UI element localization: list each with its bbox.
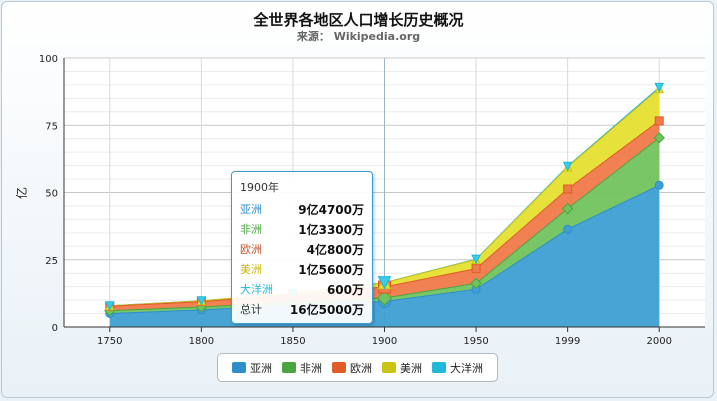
tooltip-series-value: 600万 xyxy=(326,283,364,297)
legend-swatch xyxy=(332,362,346,373)
marker-欧洲[interactable] xyxy=(471,264,481,274)
tooltip-series-value: 9亿4700万 xyxy=(298,203,364,217)
tooltip-row: 非洲 1亿3300万 xyxy=(240,220,364,240)
area-欧洲[interactable] xyxy=(109,120,660,311)
legend-item-非洲[interactable]: 非洲 xyxy=(282,360,322,376)
legend-swatch xyxy=(282,362,296,373)
legend-label: 欧洲 xyxy=(350,361,372,375)
tooltip-series-value: 1亿3300万 xyxy=(298,223,364,237)
legend-item-亚洲[interactable]: 亚洲 xyxy=(232,360,272,376)
marker-非洲[interactable] xyxy=(653,132,665,144)
chart-legend[interactable]: 亚洲 非洲 欧洲 美洲 大洋洲 xyxy=(217,353,498,382)
tooltip-total-label: 总计 xyxy=(240,303,262,316)
tooltip-row: 亚洲 9亿4700万 xyxy=(240,200,364,220)
x-tick-label: 2000 xyxy=(646,336,671,347)
marker-非洲[interactable] xyxy=(561,202,574,215)
marker-大洋洲[interactable] xyxy=(471,254,481,265)
legend-swatch xyxy=(382,362,396,373)
marker-非洲[interactable] xyxy=(470,277,482,290)
chart-subtitle: 来源： Wikipedia.org xyxy=(296,30,421,43)
area-美洲[interactable] xyxy=(109,88,660,307)
tooltip-series-name: 亚洲 xyxy=(240,203,262,216)
legend-swatch xyxy=(232,362,246,373)
tooltip-row: 美洲 1亿5600万 xyxy=(240,260,364,280)
tooltip-header: 1900年 xyxy=(240,181,279,194)
marker-欧洲[interactable] xyxy=(563,184,573,194)
marker-大洋洲[interactable] xyxy=(104,301,115,311)
hover-tooltip: 1900年 亚洲 9亿4700万非洲 1亿3300万欧洲 4亿800万美洲 1亿5600… xyxy=(231,171,373,324)
legend-label: 非洲 xyxy=(300,361,322,375)
legend-label: 美洲 xyxy=(400,361,422,375)
marker-亚洲[interactable] xyxy=(654,180,664,190)
y-tick-label: 0 xyxy=(52,323,58,334)
x-tick-label: 1800 xyxy=(189,336,214,347)
area-非洲[interactable] xyxy=(109,137,660,314)
x-tick-label: 1750 xyxy=(97,336,122,347)
marker-大洋洲[interactable] xyxy=(377,276,392,290)
x-tick-label: 1999 xyxy=(555,336,580,347)
y-axis-label: 亿 xyxy=(14,187,29,199)
legend-swatch xyxy=(432,362,446,373)
data-point-markers[interactable] xyxy=(104,82,665,318)
y-tick-label: 50 xyxy=(45,189,58,200)
marker-大洋洲[interactable] xyxy=(654,82,665,93)
legend-label: 亚洲 xyxy=(250,361,272,375)
y-tick-label: 25 xyxy=(45,256,58,267)
marker-大洋洲[interactable] xyxy=(196,296,207,306)
legend-item-大洋洲[interactable]: 大洋洲 xyxy=(432,360,483,376)
tooltip-series-name: 非洲 xyxy=(240,223,262,236)
tooltip-total-value: 16亿5000万 xyxy=(289,303,364,317)
tooltip-row: 欧洲 4亿800万 xyxy=(240,240,364,260)
tooltip-series-name: 大洋洲 xyxy=(240,283,273,296)
tooltip-series-name: 欧洲 xyxy=(240,243,262,256)
legend-item-美洲[interactable]: 美洲 xyxy=(382,360,422,376)
legend-label: 大洋洲 xyxy=(450,361,483,375)
axes: 0 25 50 75 100 1750 1800 1850 1900 1950 1999 2000 xyxy=(39,54,705,347)
chart-title: 全世界各地区人口增长历史概况 xyxy=(253,11,464,29)
marker-欧洲[interactable] xyxy=(654,116,664,126)
marker-非洲[interactable] xyxy=(376,290,393,306)
marker-亚洲[interactable] xyxy=(563,224,573,234)
x-tick-label: 1850 xyxy=(280,336,305,347)
y-tick-label: 75 xyxy=(45,121,58,132)
tooltip-series-value: 1亿5600万 xyxy=(298,263,364,277)
tooltip-series-name: 美洲 xyxy=(240,263,262,276)
tooltip-series-value: 4亿800万 xyxy=(306,243,364,257)
marker-大洋洲[interactable] xyxy=(562,161,573,172)
y-tick-label: 100 xyxy=(39,54,58,65)
tooltip-rows: 亚洲 9亿4700万非洲 1亿3300万欧洲 4亿800万美洲 1亿5600万大洋洲 60… xyxy=(240,200,364,300)
legend-item-欧洲[interactable]: 欧洲 xyxy=(332,360,372,376)
tooltip-row: 大洋洲 600万 xyxy=(240,280,364,300)
x-tick-label: 1950 xyxy=(463,336,488,347)
tooltip-total-row: 总计 16亿5000万 xyxy=(240,300,364,320)
x-tick-label: 1900 xyxy=(372,336,397,347)
area-亚洲[interactable] xyxy=(109,185,660,327)
